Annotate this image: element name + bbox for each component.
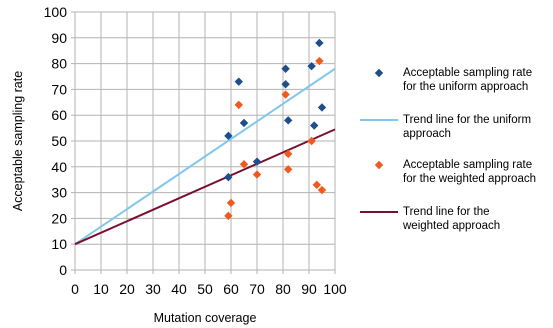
x-tick-label: 0 — [71, 281, 79, 297]
legend: Acceptable sampling rate for the uniform … — [360, 67, 536, 232]
data-point-series-2 — [284, 149, 293, 159]
x-tick-label: 20 — [119, 281, 135, 297]
x-tick-label: 100 — [323, 281, 347, 297]
data-point-series-0 — [224, 131, 233, 141]
data-point-series-2 — [239, 160, 249, 169]
legend-label: Acceptable sampling rate — [403, 159, 532, 171]
grid — [74, 11, 336, 271]
data-point-series-2 — [312, 180, 321, 190]
data-point-series-0 — [239, 118, 249, 128]
x-axis-title: Mutation coverage — [154, 311, 257, 325]
x-tick-label: 60 — [223, 281, 239, 297]
data-point-series-2 — [307, 136, 316, 146]
y-axis-title: Acceptable sampling rate — [11, 71, 25, 211]
trend-line-1 — [74, 67, 336, 246]
y-tick-label: 40 — [51, 159, 67, 175]
legend-label: Trend line for the — [403, 206, 490, 218]
legend-label: Acceptable sampling rate — [403, 67, 532, 79]
legend-marker-0 — [374, 68, 384, 78]
x-tick-label: 80 — [275, 281, 291, 297]
axes — [71, 11, 336, 274]
legend-label: for the uniform approach — [403, 81, 528, 93]
x-tick-label: 30 — [145, 281, 161, 297]
x-tick-label: 50 — [197, 281, 213, 297]
x-tick-label: 70 — [249, 281, 265, 297]
data-point-series-2 — [234, 100, 243, 110]
legend-label: Trend line for the uniform — [403, 114, 531, 126]
data-point-series-0 — [252, 157, 262, 166]
y-tick-label: 80 — [51, 56, 67, 72]
x-tick-label: 90 — [301, 281, 317, 297]
y-tick-label: 100 — [44, 4, 68, 20]
data-point-series-0 — [317, 103, 327, 112]
x-tick-label: 10 — [93, 281, 109, 297]
data-point-series-2 — [252, 170, 262, 179]
y-tick-label: 70 — [51, 81, 67, 97]
y-tick-label: 10 — [51, 236, 67, 252]
y-tick-label: 90 — [51, 30, 67, 46]
data-point-series-0 — [234, 77, 243, 86]
y-tick-label: 60 — [51, 107, 67, 123]
data-point-series-2 — [224, 211, 233, 221]
tick-labels: 0 10 20 30 40 50 60 70 80 90 100 0 10 20 30 40 50 60 70 80 9… — [44, 4, 347, 297]
data-point-series-2 — [315, 56, 324, 66]
x-tick-label: 40 — [171, 281, 187, 297]
y-tick-label: 50 — [51, 133, 67, 149]
legend-label: approach — [403, 128, 451, 140]
legend-label: weighted approach — [402, 220, 500, 232]
data-point-series-0 — [281, 64, 290, 73]
data-point-series-2 — [284, 165, 293, 174]
data-point-series-2 — [226, 198, 236, 208]
data-point-series-0 — [310, 121, 319, 130]
trend-lines — [74, 67, 336, 246]
data-points — [224, 38, 327, 221]
data-point-series-0 — [224, 172, 233, 182]
y-tick-label: 30 — [51, 185, 67, 201]
data-point-series-0 — [284, 116, 293, 125]
trend-line-3 — [74, 128, 336, 246]
data-point-series-0 — [315, 38, 324, 48]
legend-label: for the weighted approach — [403, 173, 536, 185]
data-point-series-0 — [281, 80, 290, 89]
legend-marker-2 — [374, 160, 384, 170]
data-point-series-2 — [317, 185, 327, 195]
y-tick-label: 0 — [59, 262, 67, 278]
y-tick-label: 20 — [51, 210, 67, 226]
data-point-series-2 — [281, 90, 290, 99]
data-point-series-0 — [307, 61, 316, 71]
